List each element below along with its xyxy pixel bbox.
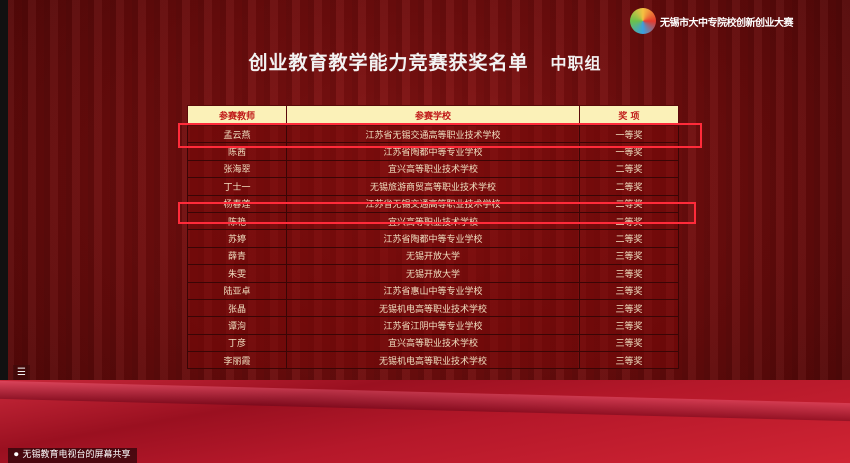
cell-school: 江苏省无锡交通高等职业技术学校 xyxy=(286,124,580,144)
cell-award: 一等奖 xyxy=(579,124,679,144)
cell-school: 无锡机电高等职业技术学校 xyxy=(286,298,580,318)
cell-teacher: 张海翠 xyxy=(187,159,287,179)
table-row: 李丽霞 无锡机电高等职业技术学校 三等奖 xyxy=(187,351,679,370)
cell-teacher: 李丽霞 xyxy=(187,351,287,370)
cell-teacher: 丁士一 xyxy=(187,177,287,196)
highlight-box xyxy=(178,202,696,224)
cell-school: 无锡机电高等职业技术学校 xyxy=(286,351,580,370)
cell-school: 无锡开放大学 xyxy=(286,246,580,266)
cell-award: 三等奖 xyxy=(579,264,679,283)
cell-award: 三等奖 xyxy=(579,351,679,370)
logo-mark-icon xyxy=(630,8,656,34)
cell-award: 三等奖 xyxy=(579,333,679,353)
competition-logo: 无锡市大中专院校创新创业大赛 xyxy=(630,8,794,34)
cell-teacher: 丁彦 xyxy=(187,333,287,353)
table-row: 朱雯 无锡开放大学 三等奖 xyxy=(187,264,679,283)
page-title: 创业教育教学能力竞赛获奖名单 中职组 xyxy=(0,48,850,75)
title-main: 创业教育教学能力竞赛获奖名单 xyxy=(248,52,529,74)
logo-text: 无锡市大中专院校创新创业大赛 xyxy=(660,17,794,29)
cell-school: 宜兴高等职业技术学校 xyxy=(286,333,580,353)
screen-share-banner: ⏺ 无锡教育电视台的屏幕共享 xyxy=(8,448,137,463)
cell-teacher: 张晶 xyxy=(187,298,287,318)
cell-award: 二等奖 xyxy=(579,177,679,196)
header-teacher: 参赛教师 xyxy=(187,105,287,126)
left-edge-bar xyxy=(0,0,8,463)
table-row: 丁彦 宜兴高等职业技术学校 三等奖 xyxy=(187,333,679,353)
header-school: 参赛学校 xyxy=(286,105,580,126)
table-row: 薛青 无锡开放大学 三等奖 xyxy=(187,246,679,266)
cell-school: 江苏省江阴中等专业学校 xyxy=(286,316,580,335)
table-row: 陆亚卓 江苏省惠山中等专业学校 三等奖 xyxy=(187,281,679,300)
title-group: 中职组 xyxy=(550,54,602,73)
cell-school: 江苏省陶都中等专业学校 xyxy=(286,229,580,248)
cell-award: 二等奖 xyxy=(579,229,679,248)
table-row: 苏婷 江苏省陶都中等专业学校 二等奖 xyxy=(187,229,679,248)
cell-school: 无锡开放大学 xyxy=(286,264,580,283)
cell-teacher: 朱雯 xyxy=(187,264,287,283)
screen-share-icon: ⏺ xyxy=(14,450,19,460)
cell-teacher: 孟云燕 xyxy=(187,124,287,144)
cell-school: 无锡旅游商贸高等职业技术学校 xyxy=(286,177,580,196)
stage-floor-decoration xyxy=(0,380,850,463)
table-row: 谭洵 江苏省江阴中等专业学校 三等奖 xyxy=(187,316,679,335)
cell-award: 三等奖 xyxy=(579,298,679,318)
table-row: 丁士一 无锡旅游商贸高等职业技术学校 二等奖 xyxy=(187,177,679,196)
cell-award: 三等奖 xyxy=(579,281,679,300)
screen-share-text: 无锡教育电视台的屏幕共享 xyxy=(22,450,131,460)
header-award: 奖 项 xyxy=(579,105,679,126)
cell-teacher: 苏婷 xyxy=(187,229,287,248)
cell-award: 三等奖 xyxy=(579,246,679,266)
cell-teacher: 谭洵 xyxy=(187,316,287,335)
cell-award: 三等奖 xyxy=(579,316,679,335)
cell-teacher: 薛青 xyxy=(187,246,287,266)
table-row: 张海翠 宜兴高等职业技术学校 二等奖 xyxy=(187,159,679,179)
cell-teacher: 陆亚卓 xyxy=(187,281,287,300)
table-row: 孟云燕 江苏省无锡交通高等职业技术学校 一等奖 xyxy=(187,124,679,144)
menu-button[interactable]: ☰ xyxy=(13,365,30,380)
cell-school: 江苏省惠山中等专业学校 xyxy=(286,281,580,300)
cell-school: 宜兴高等职业技术学校 xyxy=(286,159,580,179)
highlight-box xyxy=(178,123,702,148)
table-header-row: 参赛教师 参赛学校 奖 项 xyxy=(187,105,679,126)
cell-award: 二等奖 xyxy=(579,159,679,179)
table-row: 张晶 无锡机电高等职业技术学校 三等奖 xyxy=(187,298,679,318)
